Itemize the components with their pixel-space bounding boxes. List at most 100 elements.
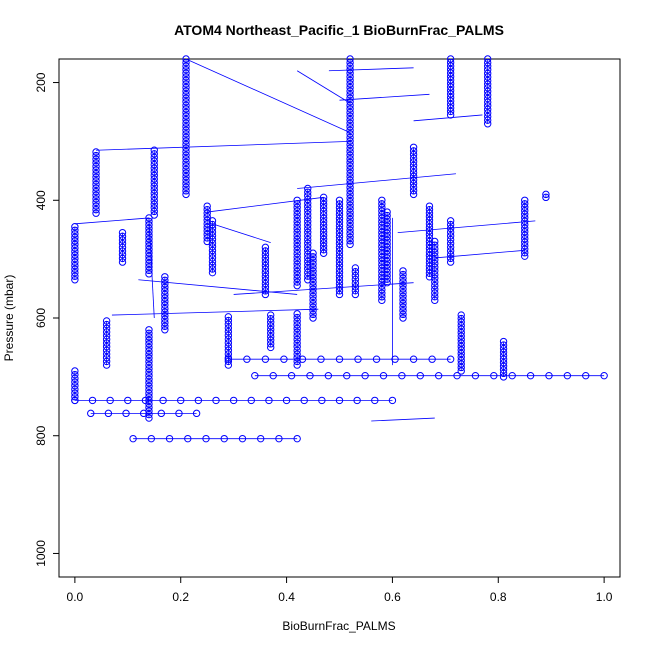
data-point bbox=[399, 307, 407, 315]
data-point bbox=[335, 272, 344, 281]
y-tick-label: 400 bbox=[34, 190, 48, 210]
data-point bbox=[483, 73, 492, 81]
connecting-line bbox=[212, 223, 271, 244]
data-point bbox=[499, 351, 508, 360]
data-point bbox=[457, 342, 465, 351]
data-point bbox=[145, 379, 153, 387]
data-point bbox=[398, 371, 406, 380]
data-point bbox=[346, 83, 354, 92]
data-point bbox=[145, 252, 153, 261]
data-point bbox=[293, 207, 301, 215]
data-point bbox=[409, 150, 418, 159]
data-point bbox=[457, 349, 465, 358]
data-point bbox=[304, 235, 312, 244]
data-point bbox=[346, 212, 354, 220]
data-point bbox=[293, 228, 301, 236]
data-point bbox=[446, 217, 455, 225]
data-point bbox=[351, 271, 360, 280]
data-point bbox=[425, 202, 434, 210]
data-point bbox=[212, 396, 220, 405]
data-point bbox=[428, 355, 436, 363]
data-point bbox=[425, 251, 434, 260]
connecting-line bbox=[434, 249, 525, 259]
data-point bbox=[521, 207, 529, 215]
data-point bbox=[293, 196, 301, 204]
data-point bbox=[150, 178, 158, 187]
data-point bbox=[266, 343, 275, 352]
data-point bbox=[383, 257, 391, 266]
data-point bbox=[416, 371, 424, 380]
data-point bbox=[383, 254, 391, 262]
data-point bbox=[309, 281, 317, 290]
data-point bbox=[346, 119, 354, 127]
data-point bbox=[118, 239, 127, 248]
data-point bbox=[118, 228, 127, 237]
data-point bbox=[483, 66, 492, 74]
data-point bbox=[521, 228, 529, 236]
data-point bbox=[371, 396, 379, 405]
data-point bbox=[378, 268, 386, 276]
data-point bbox=[182, 147, 190, 156]
data-point bbox=[71, 370, 79, 379]
connecting-line bbox=[96, 141, 351, 151]
data-point bbox=[425, 220, 434, 228]
data-point bbox=[346, 87, 354, 95]
data-point bbox=[409, 165, 418, 173]
data-point bbox=[346, 112, 354, 120]
data-point bbox=[351, 268, 360, 276]
data-point bbox=[118, 236, 127, 244]
data-point bbox=[563, 371, 572, 380]
data-point bbox=[182, 133, 190, 142]
data-point bbox=[483, 87, 492, 96]
data-point bbox=[182, 119, 190, 127]
data-point bbox=[266, 332, 275, 341]
data-point bbox=[335, 232, 344, 241]
data-point bbox=[431, 292, 439, 301]
data-point bbox=[145, 343, 153, 352]
data-point bbox=[102, 328, 111, 336]
data-point bbox=[293, 281, 301, 290]
data-point bbox=[378, 264, 386, 272]
data-point bbox=[182, 130, 190, 138]
data-point bbox=[304, 203, 312, 211]
data-point bbox=[102, 350, 111, 358]
data-point bbox=[521, 200, 529, 208]
data-point bbox=[335, 211, 344, 219]
data-point bbox=[280, 355, 288, 363]
data-point bbox=[266, 322, 275, 330]
data-point bbox=[71, 389, 79, 397]
data-point bbox=[346, 140, 354, 149]
data-point bbox=[145, 403, 153, 412]
data-point bbox=[346, 222, 354, 231]
connecting-line bbox=[328, 67, 414, 72]
data-point bbox=[521, 245, 529, 253]
data-point bbox=[521, 224, 529, 232]
data-point bbox=[346, 137, 354, 145]
data-point bbox=[446, 72, 455, 81]
data-point bbox=[182, 94, 190, 102]
data-point bbox=[71, 381, 79, 390]
data-point bbox=[145, 221, 153, 229]
data-point bbox=[309, 307, 317, 315]
data-point bbox=[542, 193, 550, 202]
data-point bbox=[224, 327, 233, 336]
data-point bbox=[399, 274, 407, 282]
data-point bbox=[521, 252, 529, 260]
data-point bbox=[319, 197, 328, 205]
data-point bbox=[145, 364, 153, 373]
data-point bbox=[335, 250, 344, 259]
data-point bbox=[102, 354, 111, 362]
x-axis-label: BioBurnFrac_PALMS bbox=[282, 619, 395, 633]
data-point bbox=[150, 196, 158, 205]
data-point bbox=[150, 182, 158, 190]
data-point bbox=[224, 320, 233, 328]
data-point bbox=[457, 360, 465, 368]
data-point bbox=[203, 213, 211, 221]
data-point bbox=[446, 100, 455, 109]
data-point bbox=[145, 259, 153, 268]
data-point bbox=[409, 172, 418, 180]
data-point bbox=[92, 202, 100, 210]
data-point bbox=[161, 283, 169, 292]
data-point bbox=[346, 76, 354, 85]
data-point bbox=[483, 120, 492, 128]
